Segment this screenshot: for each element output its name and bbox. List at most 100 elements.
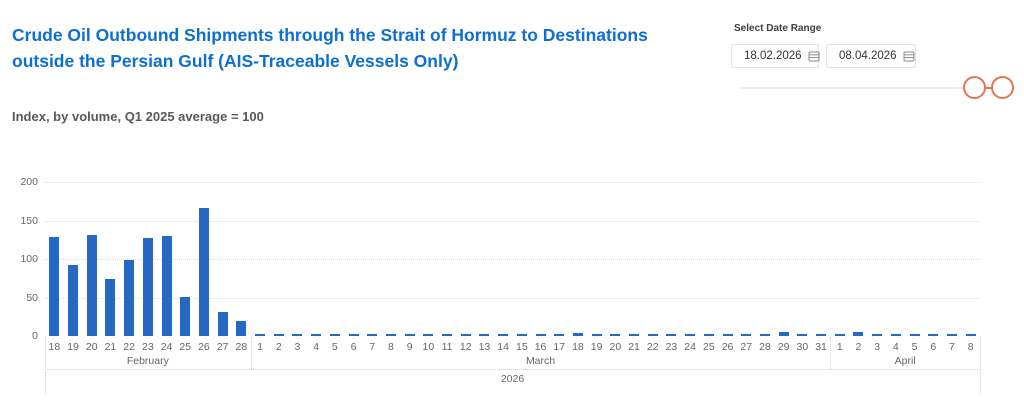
y-axis-label: 0: [32, 330, 38, 342]
bar[interactable]: [161, 236, 172, 336]
bar[interactable]: [928, 334, 939, 336]
bar[interactable]: [872, 334, 883, 336]
bar[interactable]: [516, 334, 527, 336]
start-date-input[interactable]: 18.02.2026: [731, 44, 820, 68]
end-date-value: 08.04.2026: [839, 50, 897, 62]
x-axis-day-label: 24: [684, 341, 696, 353]
bar[interactable]: [255, 334, 266, 336]
start-date-value: 18.02.2026: [744, 50, 802, 62]
x-axis-day-label: 21: [628, 341, 640, 353]
page-subtitle: Index, by volume, Q1 2025 average = 100: [12, 109, 264, 124]
x-axis-day-label: 1: [257, 341, 263, 353]
bar[interactable]: [348, 334, 359, 336]
bar[interactable]: [535, 334, 546, 336]
bar[interactable]: [498, 334, 509, 336]
x-axis-day-label: 24: [160, 341, 173, 353]
bar[interactable]: [68, 265, 79, 336]
x-axis-month-label: March: [525, 355, 556, 367]
bar[interactable]: [142, 238, 153, 336]
bar[interactable]: [722, 334, 733, 336]
x-axis-day-label: 8: [388, 341, 394, 353]
bar[interactable]: [236, 321, 247, 336]
bar[interactable]: [703, 334, 714, 336]
y-gridline: [45, 259, 980, 260]
bar[interactable]: [367, 334, 378, 336]
x-axis-day-label: 2: [275, 341, 282, 353]
bar[interactable]: [909, 334, 920, 336]
bar[interactable]: [647, 334, 658, 336]
x-axis-day-label: 13: [478, 341, 491, 353]
bar[interactable]: [423, 334, 434, 336]
bar[interactable]: [741, 334, 752, 336]
page-title: Crude Oil Outbound Shipments through the…: [12, 25, 648, 71]
x-axis-day-label: 18: [48, 341, 61, 353]
slider-selected-range: [972, 87, 1006, 89]
slider-track[interactable]: [740, 87, 964, 89]
y-axis-label: 50: [26, 291, 38, 304]
x-axis-day-label: 26: [198, 341, 210, 353]
end-date-input[interactable]: 08.04.2026: [826, 44, 916, 68]
x-axis-day-label: 3: [874, 341, 881, 353]
bar[interactable]: [778, 332, 789, 336]
bar[interactable]: [759, 334, 770, 336]
bar[interactable]: [273, 334, 284, 336]
axis-divider: [45, 369, 980, 370]
x-axis-day-label: 28: [235, 341, 248, 353]
x-axis-day-label: 7: [369, 341, 376, 353]
month-separator: [830, 337, 832, 369]
bar[interactable]: [180, 297, 191, 336]
bar[interactable]: [198, 208, 209, 336]
bar[interactable]: [572, 333, 583, 336]
x-axis-day-label: 4: [892, 341, 899, 353]
bar[interactable]: [629, 334, 640, 336]
bar[interactable]: [797, 334, 808, 336]
bar[interactable]: [311, 334, 322, 336]
date-range-label: Select Date Range: [734, 23, 822, 34]
y-gridline: [45, 220, 980, 222]
x-axis-month-label: February: [126, 355, 169, 367]
bar[interactable]: [834, 334, 845, 336]
bar[interactable]: [329, 334, 340, 336]
x-axis-day-label: 18: [572, 341, 584, 353]
bar[interactable]: [124, 260, 135, 336]
calendar-icon[interactable]: [903, 50, 915, 62]
bar[interactable]: [105, 279, 116, 336]
bar[interactable]: [816, 334, 827, 336]
x-axis-day-label: 19: [590, 341, 603, 353]
bar[interactable]: [442, 334, 453, 336]
bar[interactable]: [554, 334, 565, 336]
x-axis-day-label: 22: [646, 341, 659, 353]
x-axis-day-label: 5: [911, 341, 918, 353]
calendar-icon[interactable]: [808, 50, 820, 62]
x-axis-day-label: 29: [777, 341, 790, 353]
bar[interactable]: [385, 334, 396, 336]
x-axis-day-label: 31: [815, 341, 827, 353]
bar[interactable]: [591, 334, 602, 336]
x-axis-day-label: 5: [331, 341, 338, 353]
bar[interactable]: [890, 334, 901, 336]
bar[interactable]: [479, 334, 490, 336]
axis-right-edge: [980, 337, 981, 394]
bar[interactable]: [610, 334, 621, 336]
y-axis-label: 150: [20, 214, 38, 227]
x-axis-day-label: 15: [516, 341, 528, 353]
x-axis-day-label: 3: [294, 341, 301, 353]
bar[interactable]: [946, 334, 957, 336]
month-separator: [250, 337, 252, 369]
bar[interactable]: [666, 334, 677, 336]
axis-left-edge: [45, 337, 46, 394]
x-axis-day-label: 27: [216, 341, 229, 353]
x-axis-day-label: 30: [796, 341, 809, 353]
bar[interactable]: [404, 334, 415, 336]
slider-handle-start[interactable]: [963, 76, 986, 99]
bar[interactable]: [86, 235, 97, 336]
bar[interactable]: [217, 312, 228, 336]
slider-handle-end[interactable]: [991, 76, 1014, 99]
bar[interactable]: [292, 334, 303, 336]
bar[interactable]: [685, 334, 696, 336]
bar[interactable]: [49, 237, 60, 336]
bar[interactable]: [460, 334, 471, 336]
x-axis-day-label: 12: [459, 341, 472, 353]
bar[interactable]: [965, 334, 976, 336]
bar[interactable]: [853, 332, 864, 336]
